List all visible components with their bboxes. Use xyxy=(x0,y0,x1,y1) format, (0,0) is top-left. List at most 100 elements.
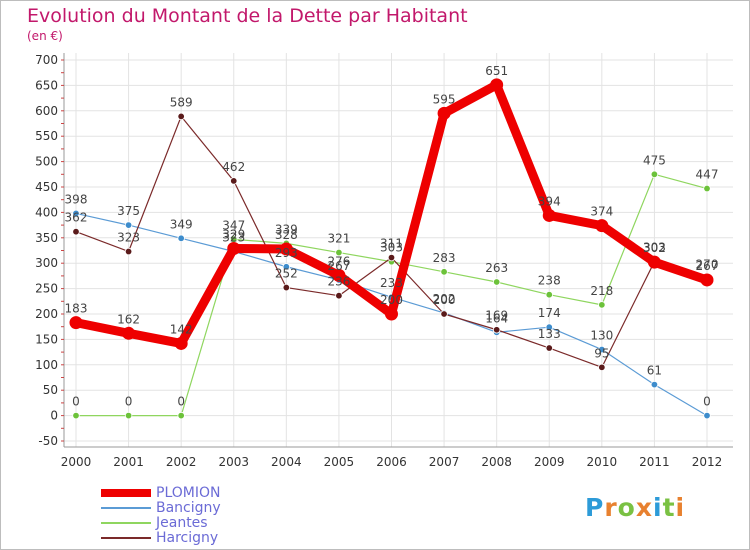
data-point xyxy=(440,310,448,318)
legend: PLOMION Bancigny Jeantes Harcigny xyxy=(101,485,301,546)
y-unit-label: (en €) xyxy=(27,29,63,43)
data-label: 303 xyxy=(643,241,666,255)
data-point xyxy=(545,323,553,331)
y-tick-label: 100 xyxy=(35,358,58,372)
x-tick-label: 2008 xyxy=(481,455,512,469)
data-point xyxy=(69,316,83,330)
legend-swatch xyxy=(101,489,151,497)
data-label: 218 xyxy=(590,284,613,298)
data-label: 252 xyxy=(275,267,298,281)
data-label: 61 xyxy=(647,364,662,378)
data-label: 303 xyxy=(380,241,403,255)
y-tick-label: 650 xyxy=(35,78,58,92)
data-label: 263 xyxy=(485,261,508,275)
data-label: 183 xyxy=(65,302,88,316)
legend-item: Jeantes xyxy=(101,515,301,531)
data-point xyxy=(598,345,606,354)
data-label: 375 xyxy=(117,204,140,218)
x-tick-label: 2001 xyxy=(113,455,144,469)
data-point xyxy=(490,78,504,92)
x-tick-label: 2010 xyxy=(587,455,618,469)
data-label: 0 xyxy=(703,395,711,409)
data-point xyxy=(440,268,448,276)
data-label: 133 xyxy=(538,327,561,341)
data-label: 233 xyxy=(380,276,403,290)
logo-letter: P xyxy=(585,493,605,522)
data-label: 475 xyxy=(643,153,666,167)
data-label: 394 xyxy=(538,194,561,208)
data-label: 328 xyxy=(275,228,298,242)
logo-letter: o xyxy=(617,493,636,522)
data-point xyxy=(650,170,659,178)
y-tick-label: 350 xyxy=(35,231,58,245)
y-tick-label: 400 xyxy=(35,205,58,219)
y-tick-label: 700 xyxy=(35,53,58,67)
data-label: 595 xyxy=(433,92,456,106)
y-tick-label: 250 xyxy=(35,282,58,296)
data-label: 349 xyxy=(170,217,193,231)
legend-swatch xyxy=(101,537,151,539)
data-label: 589 xyxy=(170,95,193,109)
data-label: 142 xyxy=(170,322,193,336)
chart-title: Evolution du Montant de la Dette par Hab… xyxy=(27,5,468,27)
data-point xyxy=(492,278,501,286)
data-label: 283 xyxy=(433,251,456,265)
x-tick-label: 2006 xyxy=(376,455,407,469)
data-point xyxy=(650,380,659,389)
series-group xyxy=(69,78,714,420)
logo-letter: x xyxy=(635,493,653,522)
data-point xyxy=(124,247,133,256)
legend-item: PLOMION xyxy=(101,485,301,501)
data-label: 311 xyxy=(380,237,403,251)
data-label: 447 xyxy=(696,168,719,182)
data-label: 329 xyxy=(222,227,245,241)
legend-item: Bancigny xyxy=(101,500,301,516)
data-label: 238 xyxy=(538,274,561,288)
y-tick-label: 450 xyxy=(35,180,58,194)
data-label: 0 xyxy=(125,395,133,409)
data-label: 164 xyxy=(485,311,508,325)
data-labels-group: 398 375 349 323 293 267 233 202 164 174 130 61 0 0 0 0 3… xyxy=(65,64,719,409)
legend-label: Bancigny xyxy=(156,500,221,516)
data-point xyxy=(72,209,80,218)
data-label: 362 xyxy=(65,211,88,225)
y-tick-label: 300 xyxy=(35,256,58,270)
data-point xyxy=(647,255,661,269)
data-point xyxy=(598,363,606,372)
logo-letter: r xyxy=(604,493,618,522)
data-label: 398 xyxy=(65,192,88,206)
data-label: 202 xyxy=(433,292,456,306)
data-point xyxy=(335,292,343,300)
data-point xyxy=(335,248,343,257)
data-label: 276 xyxy=(327,254,350,268)
x-tick-label: 2000 xyxy=(61,455,92,469)
x-tick-label: 2007 xyxy=(429,455,460,469)
x-tick-labels: 2000 2001 2002 2003 2004 2005 2006 2007 2008 2009… xyxy=(61,455,723,469)
data-label: 200 xyxy=(433,293,456,307)
data-label: 462 xyxy=(222,160,245,174)
x-tick-label: 2012 xyxy=(692,455,723,469)
y-tick-labels: -50 0 50 100 150 200 250 300 350 400 450 500 550 600 6… xyxy=(35,53,58,448)
y-tick-label: 500 xyxy=(35,155,58,169)
data-label: 236 xyxy=(327,275,350,289)
data-point xyxy=(542,208,556,222)
legend-item: Harcigny xyxy=(101,530,301,546)
legend-label: Harcigny xyxy=(156,530,219,546)
data-point xyxy=(177,411,185,420)
x-tick-label: 2009 xyxy=(534,455,565,469)
data-point xyxy=(124,411,133,420)
data-label: 323 xyxy=(117,231,140,245)
data-label: 0 xyxy=(177,395,185,409)
data-point xyxy=(598,301,606,309)
logo-letter: i xyxy=(675,493,686,522)
y-tick-label: -50 xyxy=(38,434,58,448)
x-tick-label: 2002 xyxy=(166,455,197,469)
data-label: 267 xyxy=(327,259,350,273)
data-label: 323 xyxy=(222,231,245,245)
data-point xyxy=(279,242,293,256)
data-label: 162 xyxy=(117,312,140,326)
data-point xyxy=(387,253,396,262)
data-point xyxy=(72,411,80,420)
data-label: 302 xyxy=(643,241,666,255)
